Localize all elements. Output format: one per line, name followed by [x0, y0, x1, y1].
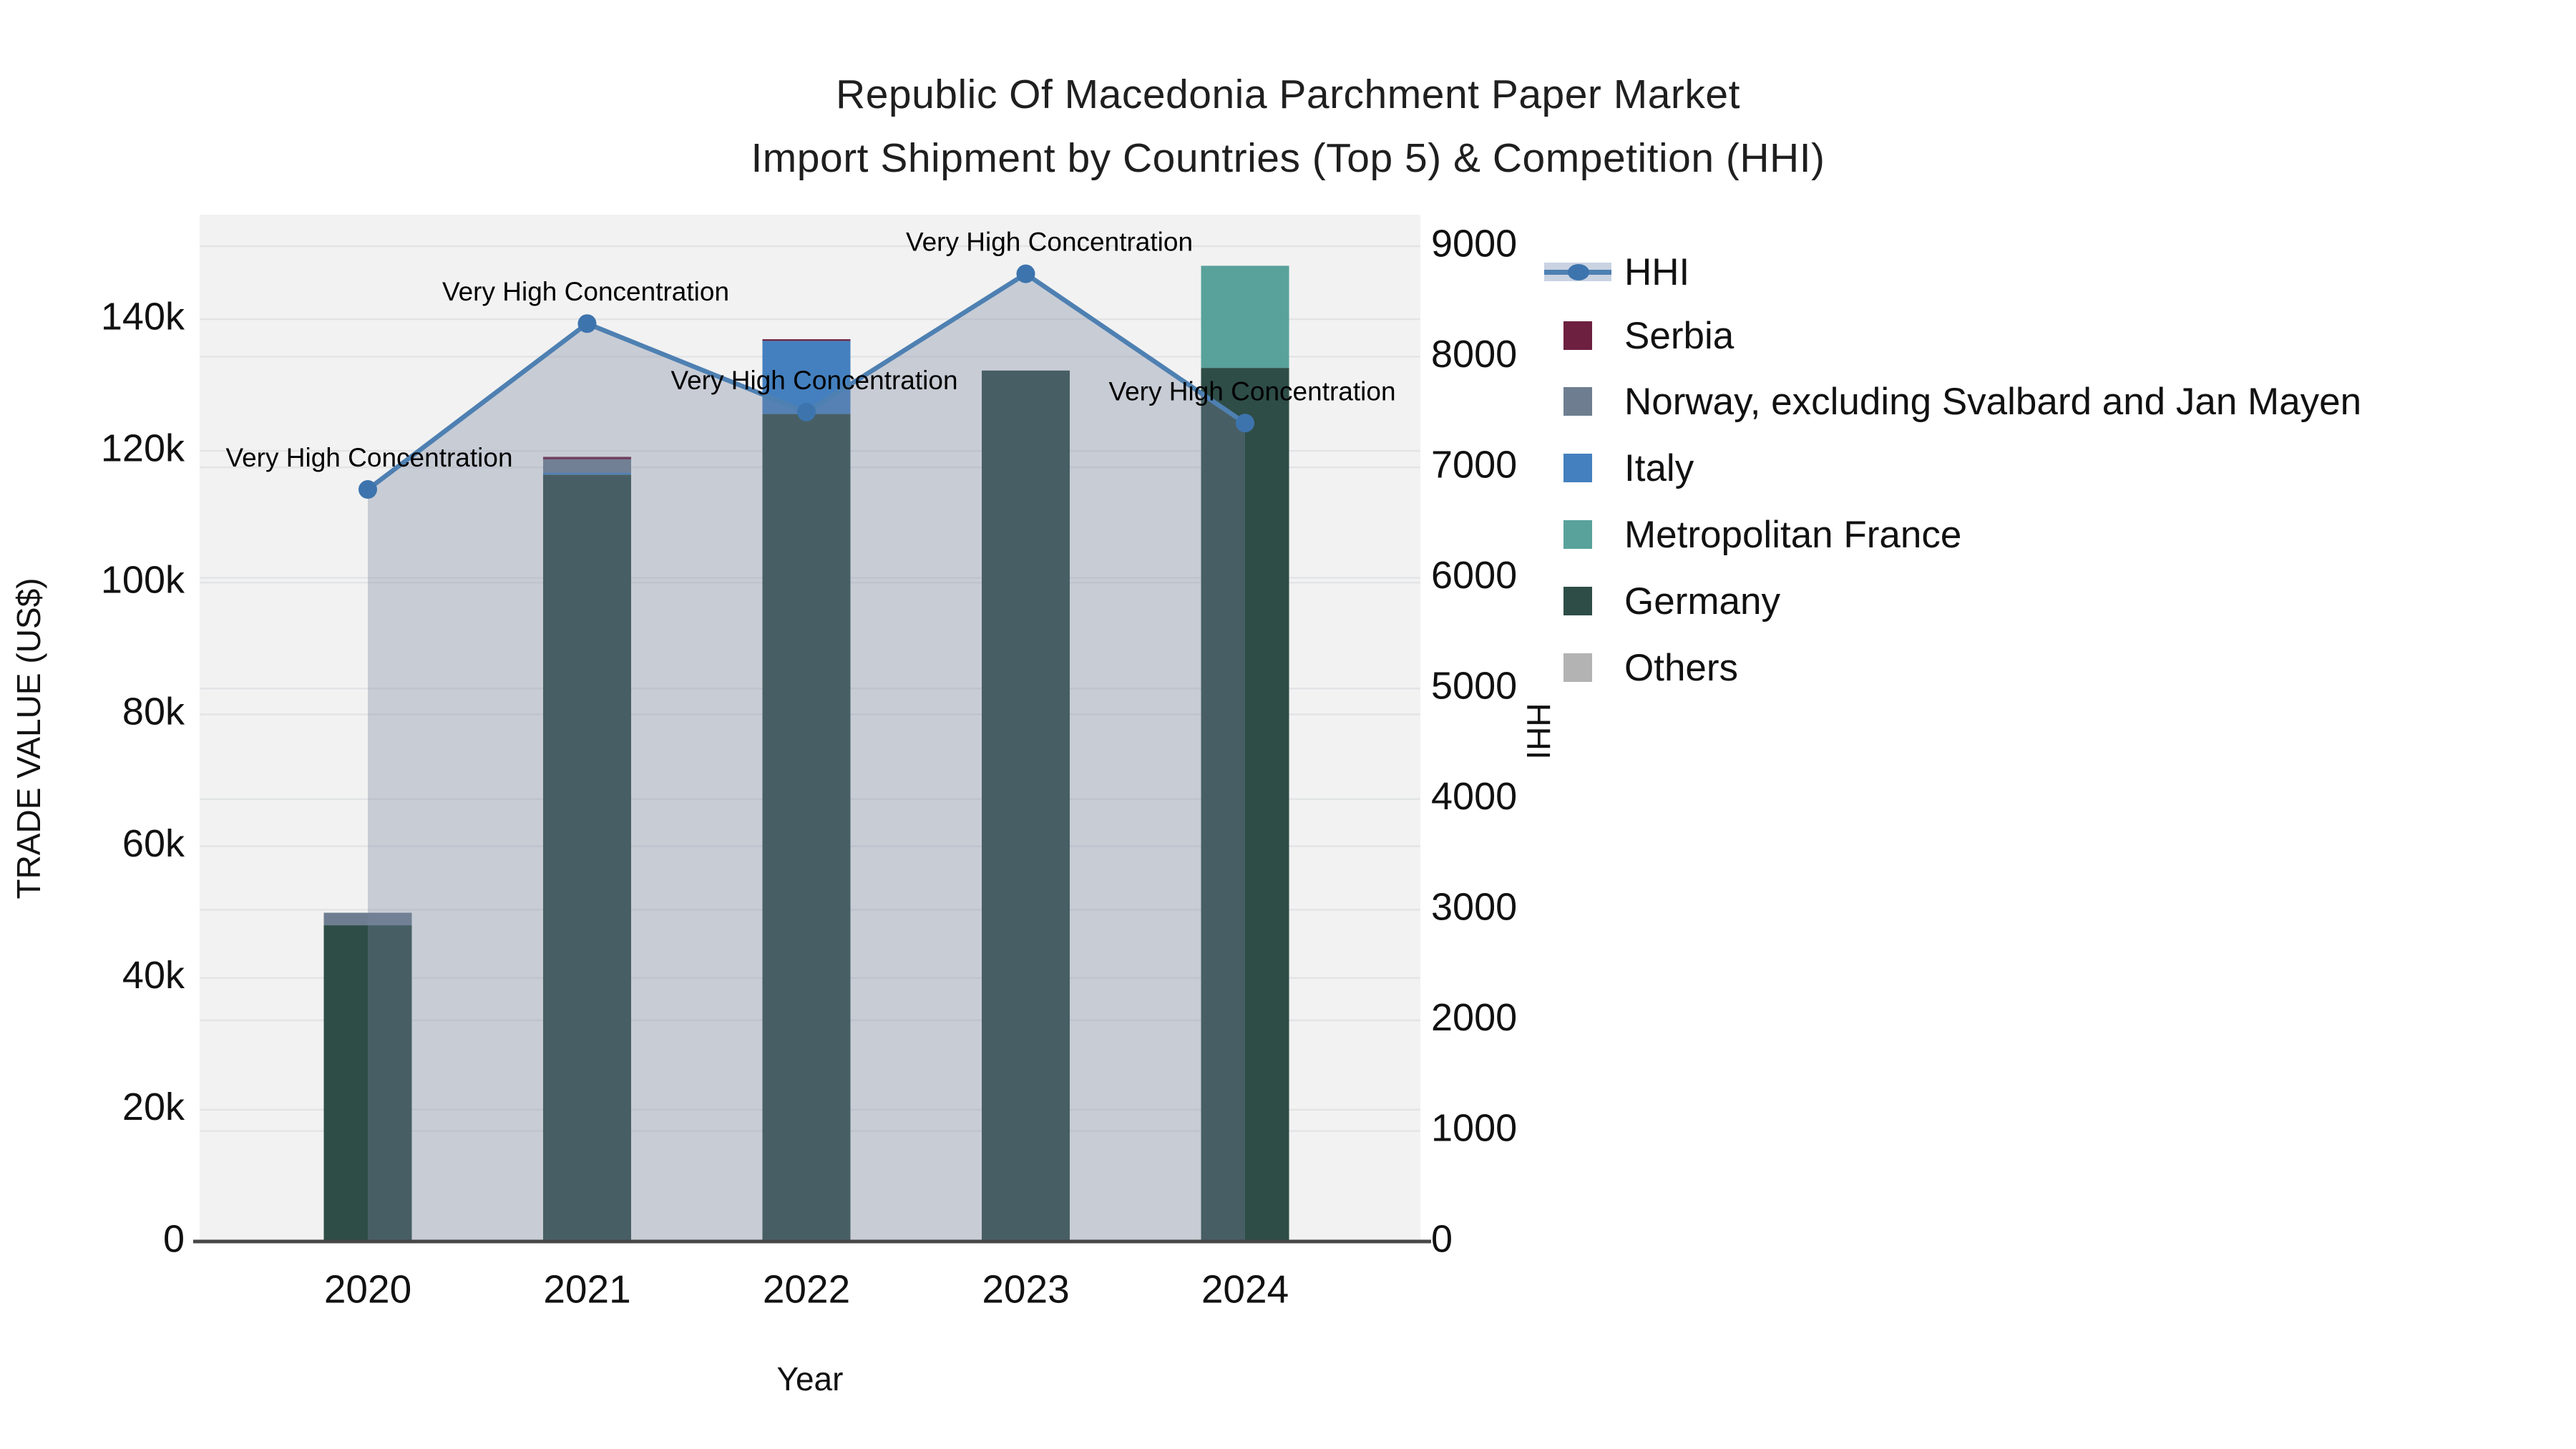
hhi-marker-2021: [577, 314, 597, 333]
left-tick-120k: 120k: [101, 426, 185, 469]
legend-label-italy: Italy: [1624, 447, 1694, 489]
hhi-marker-2022: [797, 402, 816, 421]
legend-item-norway[interactable]: Norway, excluding Svalbard and Jan Mayen: [1538, 380, 2540, 423]
legend-label-hhi: HHI: [1624, 250, 1690, 293]
hhi-legend-marker-icon: [1568, 264, 1589, 280]
legend-label-serbia: Serbia: [1624, 314, 1735, 357]
legend-item-serbia[interactable]: Serbia: [1538, 314, 2540, 357]
legend-swatch-italy: [1563, 454, 1592, 482]
legend-label-others: Others: [1624, 646, 1739, 689]
right-tick-4000: 4000: [1431, 775, 1517, 818]
bar-segment-2024-germany: [1201, 368, 1289, 1242]
annotation-2023: Very High Concentration: [906, 228, 1193, 257]
hhi-marker-2023: [1016, 264, 1035, 283]
bar-segment-2021-norway: [543, 459, 631, 473]
legend-label-france: Metropolitan France: [1624, 513, 1962, 556]
legend-swatch-norway: [1563, 387, 1592, 416]
legend-item-others[interactable]: Others: [1538, 646, 2540, 689]
left-tick-40k: 40k: [122, 954, 185, 997]
x-tick-2024: 2024: [1201, 1267, 1289, 1312]
bar-segment-2023-germany: [982, 370, 1070, 1242]
legend-swatch-serbia: [1563, 321, 1592, 350]
right-tick-0: 0: [1431, 1217, 1453, 1260]
right-tick-3000: 3000: [1431, 886, 1517, 929]
hhi-area-fill: [368, 273, 1245, 1241]
legend-item-france[interactable]: Metropolitan France: [1538, 513, 2540, 556]
bar-segment-2024-metropolitan-france: [1201, 265, 1289, 369]
left-tick-20k: 20k: [122, 1085, 185, 1128]
x-tick-2021: 2021: [543, 1267, 630, 1312]
annotation-2021: Very High Concentration: [442, 277, 729, 306]
legend-label-norway: Norway, excluding Svalbard and Jan Mayen: [1624, 380, 2362, 423]
left-tick-60k: 60k: [122, 822, 185, 865]
legend-item-germany[interactable]: Germany: [1538, 580, 2540, 623]
x-tick-2020: 2020: [324, 1267, 411, 1312]
bar-segment-2020-norway: [323, 912, 412, 926]
annotation-2022: Very High Concentration: [670, 366, 957, 395]
bar-segment-2021-serbia: [543, 457, 631, 460]
bar-segment-2021-germany: [543, 474, 631, 1241]
right-tick-5000: 5000: [1431, 664, 1517, 707]
legend-swatch-germany: [1563, 587, 1592, 615]
chart-title-line-2: Import Shipment by Countries (Top 5) & C…: [751, 135, 1825, 181]
bar-segment-2022-serbia: [762, 339, 851, 341]
x-axis-title: Year: [776, 1360, 844, 1397]
legend-label-germany: Germany: [1624, 580, 1780, 623]
annotation-2020: Very High Concentration: [225, 443, 512, 472]
legend-item-italy[interactable]: Italy: [1538, 447, 2540, 489]
right-tick-8000: 8000: [1431, 333, 1517, 376]
left-axis-title: TRADE VALUE (US$): [10, 577, 47, 899]
annotation-2024: Very High Concentration: [1108, 376, 1395, 406]
right-tick-9000: 9000: [1431, 222, 1517, 265]
left-tick-0: 0: [163, 1217, 185, 1260]
hhi-marker-2024: [1236, 414, 1254, 433]
bar-segment-2020-germany: [323, 925, 412, 1241]
legend-item-hhi[interactable]: HHI: [1538, 250, 2540, 293]
right-tick-6000: 6000: [1431, 554, 1517, 597]
chart-title-line-1: Republic Of Macedonia Parchment Paper Ma…: [836, 72, 1740, 117]
bar-segment-2022-germany: [762, 414, 851, 1241]
hhi-line-sample-icon: [1544, 258, 1611, 286]
x-tick-2022: 2022: [763, 1267, 850, 1312]
legend-swatch-france: [1563, 520, 1592, 549]
right-tick-2000: 2000: [1431, 996, 1517, 1039]
left-tick-80k: 80k: [122, 691, 185, 733]
hhi-marker-2020: [358, 480, 377, 499]
bar-segment-2021-italy: [543, 472, 631, 475]
left-tick-100k: 100k: [101, 559, 185, 602]
legend-swatch-others: [1563, 653, 1592, 682]
right-tick-1000: 1000: [1431, 1107, 1517, 1150]
left-tick-140k: 140k: [101, 295, 185, 338]
x-tick-2023: 2023: [982, 1267, 1069, 1312]
right-tick-7000: 7000: [1431, 443, 1517, 486]
